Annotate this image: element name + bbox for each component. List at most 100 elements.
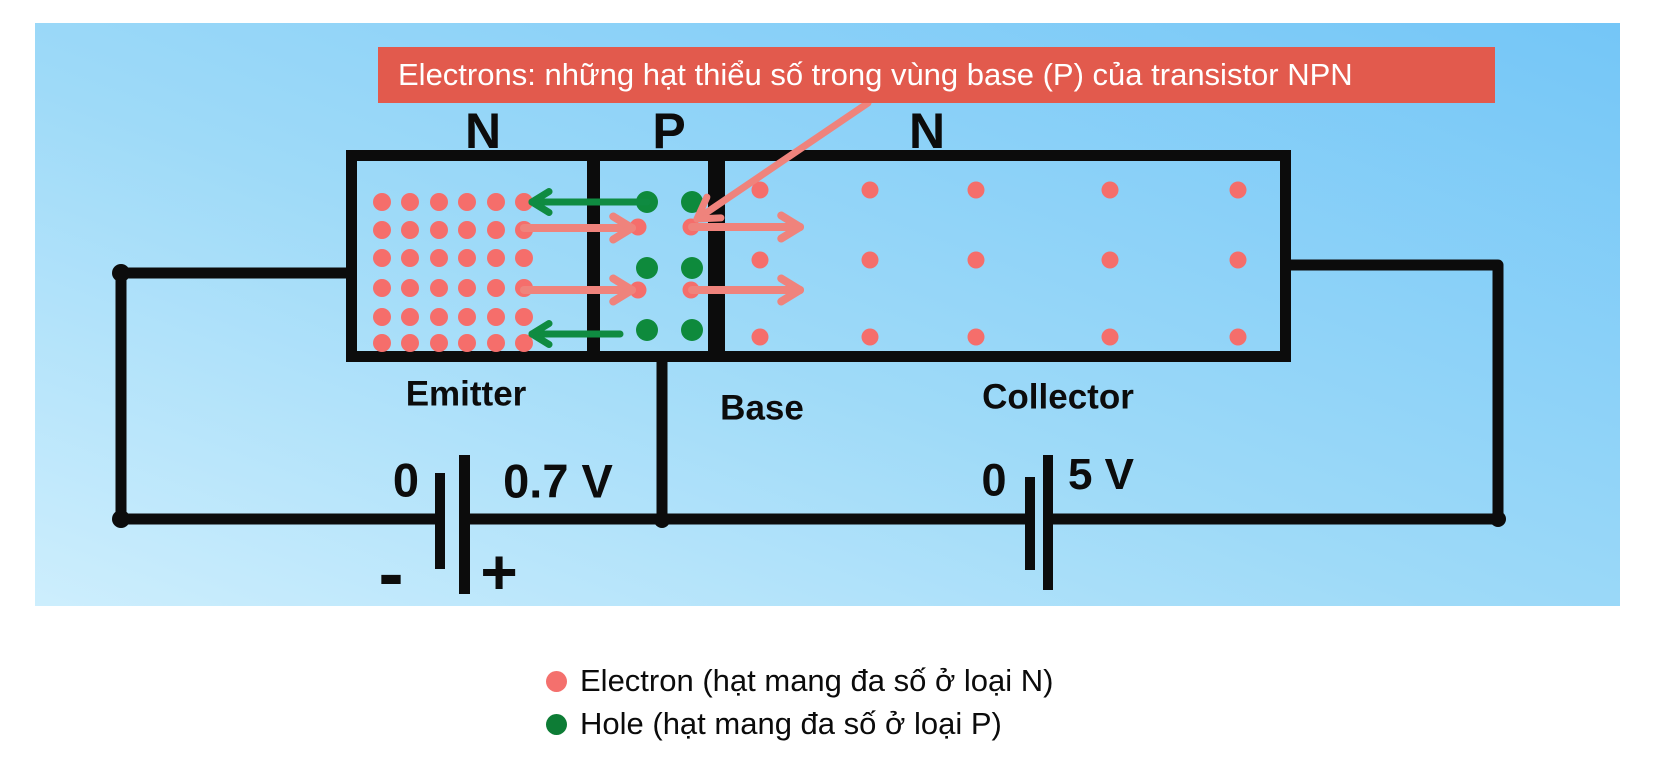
electron-dot (430, 308, 448, 326)
electron-dot (430, 193, 448, 211)
junction-dot (112, 264, 130, 282)
electron-dot (373, 221, 391, 239)
arrow-electron-into-base-bottom (520, 274, 636, 306)
wire-collector-loop (1047, 259, 1504, 525)
electron-dot (1101, 251, 1119, 269)
emitter-label: Emitter (405, 374, 527, 414)
electron-dot (751, 181, 769, 199)
electron-dot (373, 193, 391, 211)
circuit-svg (112, 99, 1506, 594)
electron-dot (487, 279, 505, 297)
electron-dot (458, 308, 476, 326)
hole-dot (681, 191, 703, 213)
arrow-hole-injection-top (528, 188, 651, 216)
electron-dot (401, 334, 419, 352)
minus-sign: - (378, 531, 404, 616)
electron-dot (515, 193, 533, 211)
electron-dot (487, 193, 505, 211)
hole-dot (636, 319, 658, 341)
battery-collector-positive-plate (1043, 455, 1053, 590)
base-label: Base (720, 388, 804, 428)
electron-dot (967, 181, 985, 199)
collector-label: Collector (982, 377, 1134, 417)
junction-dot (112, 510, 130, 528)
electron-dot (373, 249, 391, 267)
electron-dot (401, 193, 419, 211)
electron-dot (458, 279, 476, 297)
electron-dot (430, 334, 448, 352)
electron-dot (373, 279, 391, 297)
charge-carrier-dots (373, 181, 1247, 352)
region-label-n-right: N (908, 103, 946, 159)
annotation-banner: Electrons: những hạt thiểu số trong vùng… (378, 47, 1495, 103)
electron-dot (430, 279, 448, 297)
electron-dot (967, 328, 985, 346)
electron-dot (373, 308, 391, 326)
electron-dot (515, 334, 533, 352)
electron-dot (458, 221, 476, 239)
hole-dot-icon (546, 713, 567, 735)
battery-emitter-zero-label: 0 (392, 453, 420, 507)
hole-dot (681, 257, 703, 279)
electron-dot (515, 249, 533, 267)
junction-divider-emitter-base (587, 150, 600, 362)
electron-dot (487, 334, 505, 352)
junction-dot (1490, 511, 1506, 527)
electron-dot (487, 308, 505, 326)
battery-emitter-voltage-label: 0.7 V (503, 454, 613, 508)
legend-item-hole: Hole (hạt mang đa số ở loại P) (546, 706, 1002, 742)
electron-dot (458, 193, 476, 211)
arrow-electron-into-base-top (520, 212, 636, 244)
battery-collector-negative-plate (1025, 477, 1035, 570)
electron-dot (1229, 328, 1247, 346)
electron-dot (373, 334, 391, 352)
electron-dot (861, 251, 879, 269)
electron-dot (1229, 181, 1247, 199)
flow-arrows (520, 99, 872, 348)
hole-dot (681, 319, 703, 341)
junction-divider-base-collector (708, 150, 725, 362)
electron-dot (430, 249, 448, 267)
battery-emitter-positive-plate (459, 455, 470, 594)
electron-dot (1101, 181, 1119, 199)
battery-emitter-negative-plate (435, 473, 445, 569)
wire-junction-dots (112, 264, 1506, 528)
region-label-n-left: N (464, 103, 502, 159)
electron-dot (751, 328, 769, 346)
electron-dot (751, 251, 769, 269)
electron-dot (487, 249, 505, 267)
legend-item-electron: Electron (hạt mang đa số ở loại N) (546, 663, 1054, 699)
transistor-outline (346, 150, 1291, 362)
electron-dot (430, 221, 448, 239)
legend-item-label: Hole (hạt mang đa số ở loại P) (580, 706, 1002, 741)
battery-collector (1025, 455, 1053, 590)
wire-emitter-loop (115, 267, 441, 525)
battery-collector-voltage-label: 5 V (1067, 450, 1135, 499)
electron-dot (515, 308, 533, 326)
electron-dot (487, 221, 505, 239)
arrow-hole-injection-bottom (528, 320, 624, 348)
electron-dot (458, 249, 476, 267)
plus-sign: + (480, 536, 518, 608)
region-label-p: P (652, 103, 686, 159)
battery-emitter (435, 455, 470, 594)
arrow-banner-pointer (693, 99, 872, 223)
hole-dot (636, 257, 658, 279)
electron-dot (401, 279, 419, 297)
electron-dot (629, 281, 647, 299)
arrow-electron-into-collector-top (688, 211, 804, 243)
electron-dot (401, 308, 419, 326)
electron-dot (401, 249, 419, 267)
electron-dot-icon (546, 670, 567, 692)
electron-dot (861, 181, 879, 199)
legend-item-label: Electron (hạt mang đa số ở loại N) (580, 663, 1054, 698)
electron-dot (1229, 251, 1247, 269)
electron-dot (1101, 328, 1119, 346)
battery-collector-zero-label: 0 (981, 454, 1007, 506)
electron-dot (458, 334, 476, 352)
diagram-canvas: Electrons: những hạt thiểu số trong vùng… (35, 23, 1620, 612)
electron-dot (401, 221, 419, 239)
circuit-wires (115, 259, 1504, 526)
arrow-electron-into-collector-bottom (688, 274, 804, 306)
